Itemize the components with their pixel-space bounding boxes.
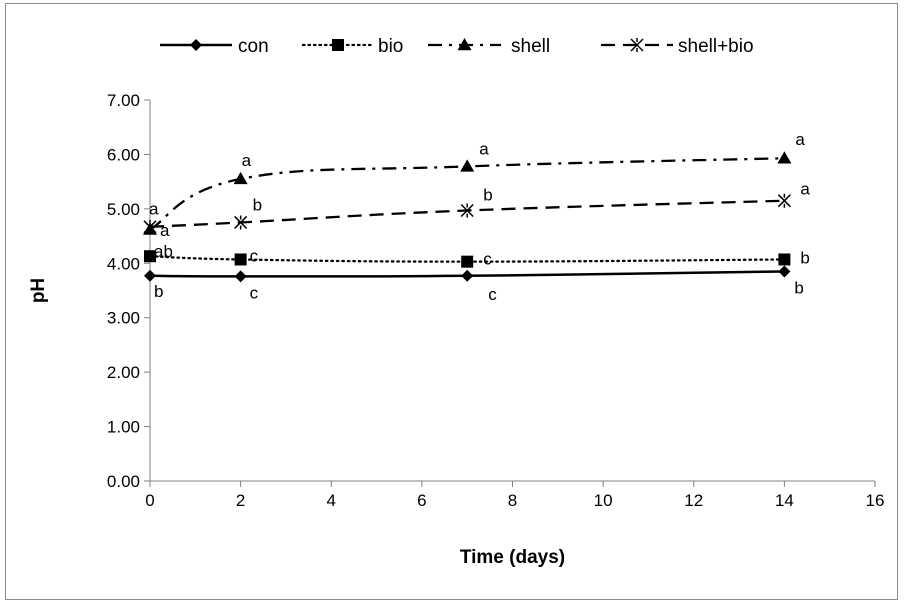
series-markers [143,151,792,283]
legend-marker-shell [457,38,472,51]
data-point-shell [143,222,157,235]
significance-letter-shell: a [242,151,252,170]
data-point-bio [461,255,474,268]
data-point-con [144,269,156,282]
legend-marker-con [190,39,202,51]
y-tick-label: 1.00 [107,418,140,437]
series-line-con [149,270,785,278]
significance-letter-con: b [154,282,163,301]
x-tick-label: 16 [866,491,885,510]
significance-letter-con: b [794,278,803,297]
data-point-con [778,265,791,278]
x-ticks: 0 2 4 6 8 10 12 14 16 [145,481,884,510]
data-point-bio [234,253,247,266]
data-point-shell+bio [460,203,474,218]
x-axis-title: Time (days) [460,547,565,568]
data-point-con [234,270,247,283]
series-line-shell+bio [149,199,785,228]
legend-label-con: con [238,36,269,57]
data-point-bio [144,250,156,263]
series-lines [148,157,786,278]
series-line-shell [149,157,785,231]
data-point-shell+bio [143,219,157,234]
data-point-shell [777,151,792,164]
y-tick-label: 6.00 [107,145,140,164]
data-point-shell [233,171,248,185]
significance-letter-shell+bio: b [483,185,492,204]
legend-label-bio: bio [378,36,403,57]
x-tick-label: 14 [775,491,794,510]
significance-letter-shell+bio: a [160,221,170,240]
data-point-bio [778,253,791,266]
data-point-con [461,269,474,282]
legend-label-shell+bio: shell+bio [678,36,754,57]
series-line-bio [148,255,786,263]
legend: con bio shell shell+bio [160,36,754,57]
significance-letter-bio: ab [154,242,173,261]
x-tick-label: 4 [327,491,336,510]
x-tick-label: 10 [594,491,613,510]
y-tick-label: 4.00 [107,254,140,273]
significance-letter-bio: c [250,246,259,265]
legend-marker-shell+bio [630,38,644,52]
significance-letter-bio: c [483,250,492,269]
x-tick-label: 2 [236,491,245,510]
y-tick-label: 2.00 [107,363,140,382]
legend-label-shell: shell [511,36,550,57]
y-ticks: 0.00 1.00 2.00 3.00 4.00 5.00 6.00 7.00 [107,91,150,491]
legend-marker-bio [332,39,344,51]
significance-letter-shell+bio: b [253,195,262,214]
significance-letter-con: c [250,283,259,302]
y-axis-title: pH [28,278,49,303]
significance-letter-shell: a [795,130,805,149]
data-point-shell+bio [234,215,248,230]
significance-letter-shell: a [149,200,159,219]
y-tick-label: 7.00 [107,91,140,110]
y-tick-label: 3.00 [107,309,140,328]
data-point-shell+bio [777,193,791,208]
y-tick-label: 0.00 [107,472,140,491]
x-tick-label: 0 [145,491,154,510]
x-tick-label: 6 [417,491,426,510]
x-tick-label: 12 [684,491,703,510]
significance-letter-bio: b [800,248,809,267]
y-tick-label: 5.00 [107,200,140,219]
significance-letter-shell+bio: a [800,180,810,199]
axes [149,100,875,482]
x-tick-label: 8 [508,491,517,510]
chart-frame [5,3,898,600]
data-point-shell [460,159,475,172]
significance-letter-con: c [488,285,497,304]
significance-letter-shell: a [479,139,489,158]
